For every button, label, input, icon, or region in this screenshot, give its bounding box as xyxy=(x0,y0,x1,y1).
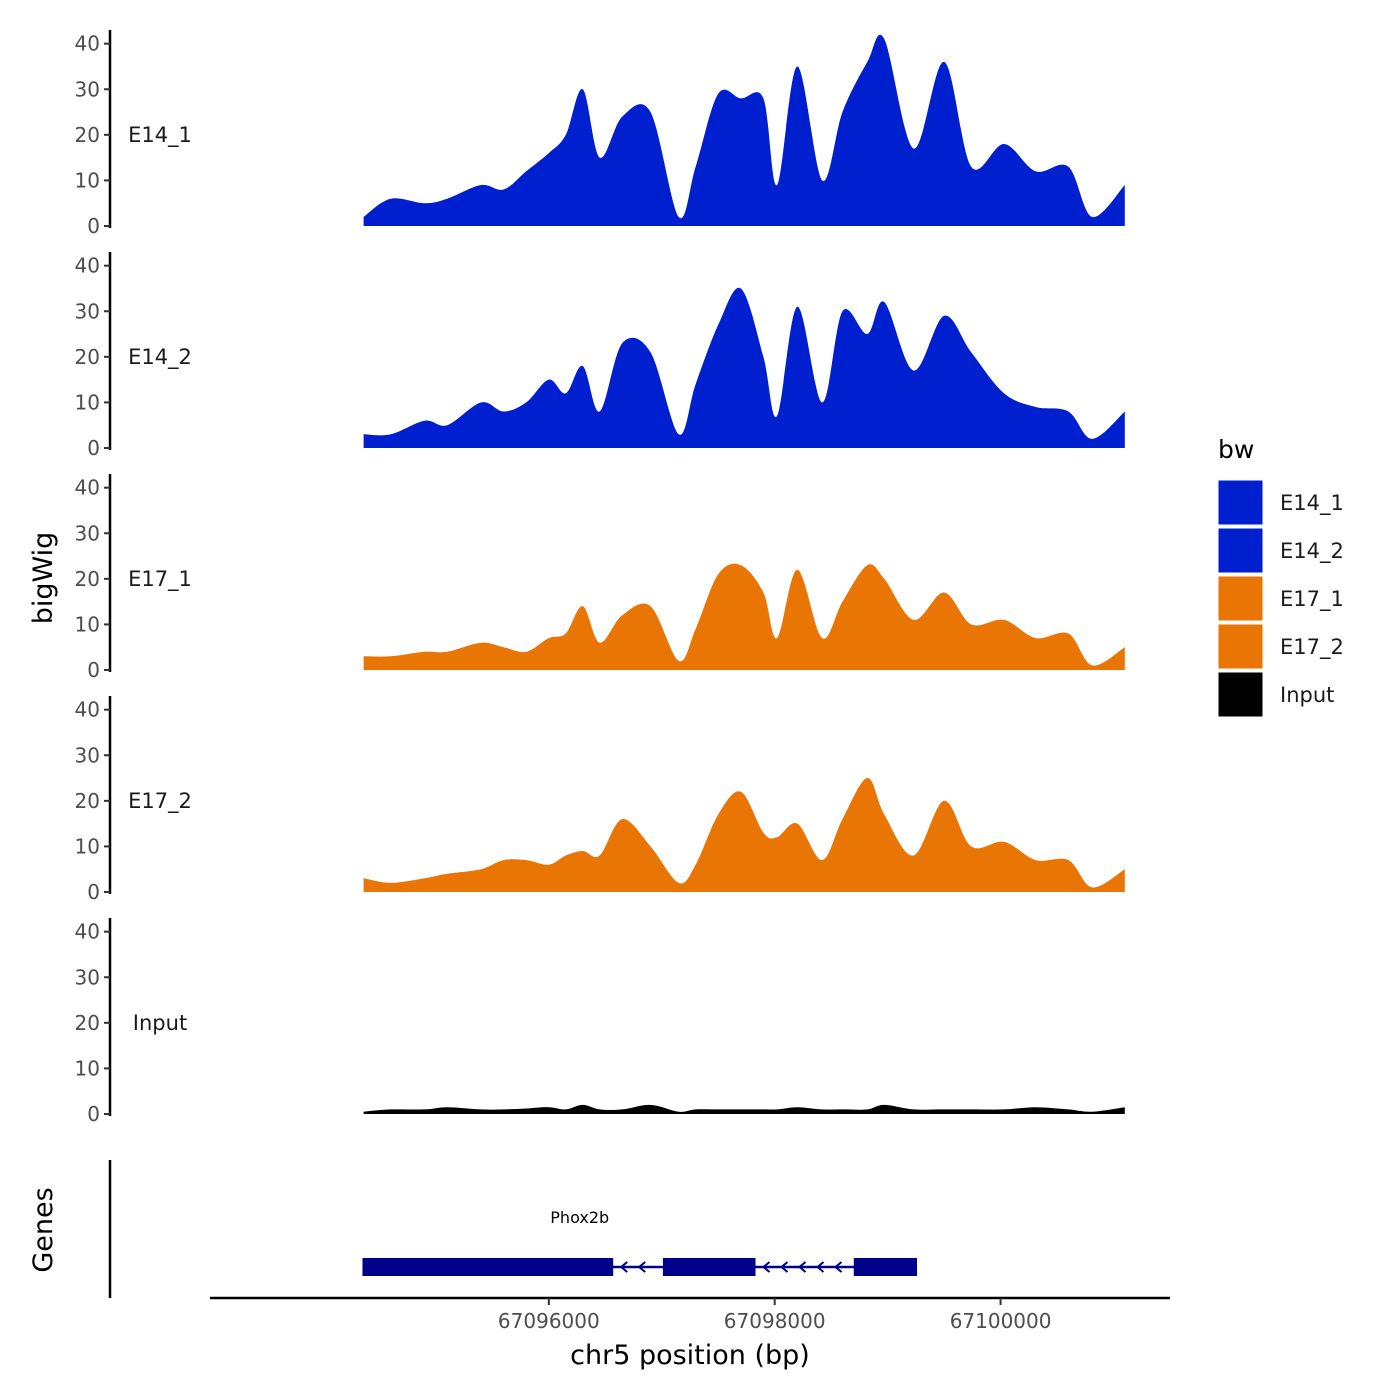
y-tick-label: 40 xyxy=(75,920,100,944)
strand-arrow xyxy=(761,1261,771,1273)
y-tick-label: 10 xyxy=(75,168,100,192)
y-tick-label: 0 xyxy=(87,880,100,904)
strand-arrow xyxy=(619,1261,628,1273)
y-tick-label: 40 xyxy=(75,254,100,278)
legend-label-e14-2: E14_2 xyxy=(1280,539,1344,564)
track-panel-e17-2: 0 10 20 30 40 E17_2 xyxy=(75,696,1125,904)
track-panel-e17-1: 0 10 20 30 40 E17_1 xyxy=(75,474,1125,682)
x-tick-label: 67098000 xyxy=(724,1309,826,1333)
signal-area-e17-2 xyxy=(363,777,1125,892)
strand-arrow xyxy=(833,1261,843,1273)
x-tick-label: 67100000 xyxy=(950,1309,1052,1333)
legend-swatch-e17-1 xyxy=(1217,575,1264,622)
track-panel-e14-2: 0 10 20 30 40 E14_2 xyxy=(75,252,1125,460)
legend-label-e17-2: E17_2 xyxy=(1280,635,1344,660)
track-panel-input: 0 10 20 30 40 Input xyxy=(75,918,1125,1126)
strand-arrow xyxy=(637,1261,646,1273)
strand-arrow xyxy=(779,1261,789,1273)
y-tick-label: 30 xyxy=(75,743,100,767)
track-label-e17-1: E17_1 xyxy=(128,567,192,592)
y-tick-label: 0 xyxy=(87,658,100,682)
y-axis-title-bigwig: bigWig xyxy=(28,532,59,625)
y-tick-label: 30 xyxy=(75,299,100,323)
gene-label: Phox2b xyxy=(550,1208,609,1227)
signal-tracks: 0 10 20 30 40 E14_1 0 10 20 30 40 E14_2 0 10 20 30 40 E17… xyxy=(75,30,1125,1126)
x-axis: 67096000 67098000 67100000 xyxy=(210,1296,1170,1333)
track-label-e17-2: E17_2 xyxy=(128,789,192,814)
track-label-e14-2: E14_2 xyxy=(128,345,192,370)
legend-swatch-e17-2 xyxy=(1217,623,1264,670)
y-tick-label: 10 xyxy=(75,834,100,858)
y-tick-label: 30 xyxy=(75,77,100,101)
y-tick-label: 20 xyxy=(75,345,100,369)
y-tick-label: 40 xyxy=(75,698,100,722)
y-tick-label: 10 xyxy=(75,612,100,636)
x-tick-label: 67096000 xyxy=(498,1309,600,1333)
y-tick-label: 20 xyxy=(75,1011,100,1035)
y-tick-label: 0 xyxy=(87,436,100,460)
signal-area-e14-2 xyxy=(363,287,1125,448)
y-tick-label: 0 xyxy=(87,214,100,238)
x-axis-title: chr5 position (bp) xyxy=(570,1340,810,1371)
legend-label-input: Input xyxy=(1280,683,1334,707)
signal-area-input xyxy=(363,1104,1125,1114)
gene-exon xyxy=(362,1258,614,1276)
legend-label-e17-1: E17_1 xyxy=(1280,587,1344,612)
y-tick-label: 10 xyxy=(75,1056,100,1080)
legend-title: bw xyxy=(1218,435,1254,464)
signal-area-e17-1 xyxy=(363,563,1125,670)
track-label-e14-1: E14_1 xyxy=(128,123,192,148)
gene-phox2b: Phox2b xyxy=(362,1208,918,1276)
y-tick-label: 10 xyxy=(75,390,100,414)
track-label-input: Input xyxy=(133,1011,187,1035)
legend-swatch-e14-1 xyxy=(1217,479,1264,526)
gene-exon xyxy=(853,1258,918,1276)
track-panel-e14-1: 0 10 20 30 40 E14_1 xyxy=(75,30,1125,238)
y-tick-label: 40 xyxy=(75,32,100,56)
y-tick-label: 30 xyxy=(75,521,100,545)
y-tick-label: 40 xyxy=(75,476,100,500)
y-tick-label: 20 xyxy=(75,567,100,591)
signal-area-e14-1 xyxy=(363,34,1125,226)
legend-swatch-e14-2 xyxy=(1217,527,1264,574)
gene-track: Phox2b xyxy=(108,1160,918,1298)
y-tick-label: 20 xyxy=(75,789,100,813)
strand-arrow xyxy=(797,1261,807,1273)
y-tick-label: 0 xyxy=(87,1102,100,1126)
y-axis-title-genes: Genes xyxy=(28,1187,59,1272)
legend-label-e14-1: E14_1 xyxy=(1280,491,1344,516)
y-tick-label: 30 xyxy=(75,965,100,989)
gene-exon xyxy=(662,1258,756,1276)
strand-arrow xyxy=(815,1261,825,1273)
y-tick-label: 20 xyxy=(75,123,100,147)
legend-swatch-input xyxy=(1217,671,1264,718)
legend: bw E14_1 E14_2 E17_1 E17_2 Input xyxy=(1217,435,1344,718)
